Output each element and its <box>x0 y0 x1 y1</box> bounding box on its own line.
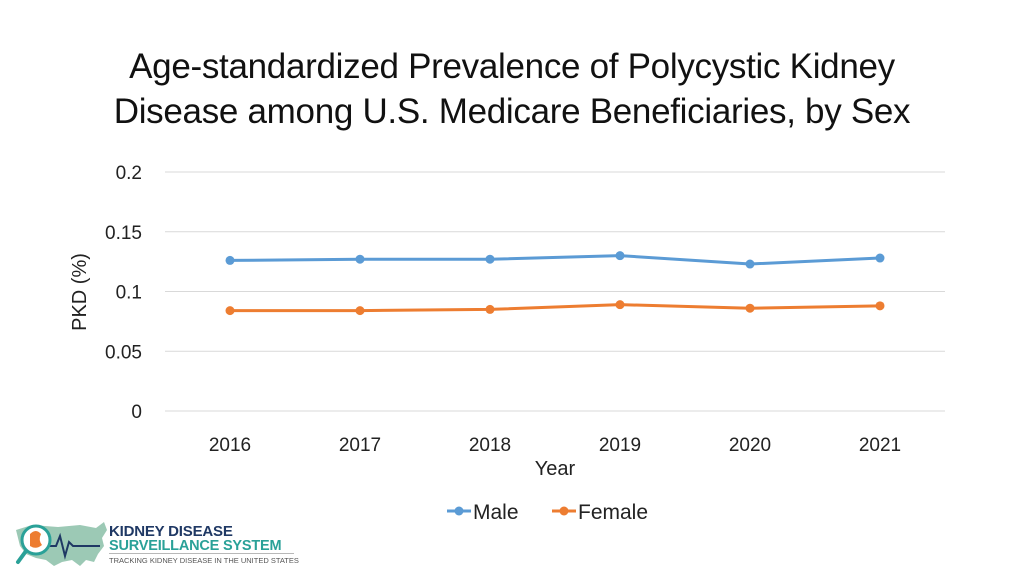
data-point-male <box>875 253 885 263</box>
legend-label-male: Male <box>473 501 519 524</box>
data-point-male <box>485 254 495 264</box>
data-point-male <box>745 259 755 269</box>
heartbeat-line <box>40 532 100 560</box>
data-point-male <box>355 254 365 264</box>
us-map-magnifier-icon <box>16 522 107 566</box>
legend-label-female: Female <box>578 501 648 524</box>
series-line-male <box>229 254 881 266</box>
logo-line-2: SURVEILLANCE SYSTEM <box>109 538 282 554</box>
ckd-logo: KIDNEY DISEASE SURVEILLANCE SYSTEM TRACK… <box>10 516 300 574</box>
y-tick-label: 0.1 <box>116 283 142 304</box>
x-tick-label: 2017 <box>339 435 381 456</box>
data-point-male <box>615 251 625 261</box>
y-axis-title: PKD (%) <box>69 253 91 331</box>
x-tick-label: 2018 <box>469 435 511 456</box>
y-tick-label: 0.15 <box>105 223 142 244</box>
logo-divider <box>109 553 294 554</box>
legend-marker-female <box>559 506 569 516</box>
data-point-female <box>615 300 625 310</box>
logo-line-1: KIDNEY DISEASE <box>109 523 233 540</box>
x-tick-label: 2016 <box>209 435 251 456</box>
series-group <box>225 251 885 316</box>
data-point-female <box>745 303 755 313</box>
data-point-female <box>355 306 365 316</box>
data-point-male <box>225 255 235 265</box>
y-axis-ticks: 0 0.05 0.1 0.15 0.2 <box>105 163 142 423</box>
gridlines <box>165 171 945 412</box>
x-axis-ticks: 2016 2017 2018 2019 2020 2021 <box>209 435 901 456</box>
series-line-female <box>230 303 881 313</box>
y-tick-label: 0 <box>131 402 142 423</box>
slide-title: Age-standardized Prevalence of Polycysti… <box>0 44 1024 134</box>
x-axis-title: Year <box>535 458 576 480</box>
x-tick-label: 2021 <box>859 435 901 456</box>
legend-marker-male <box>454 506 464 516</box>
x-tick-label: 2020 <box>729 435 771 456</box>
data-point-female <box>875 301 885 311</box>
title-line-1: Age-standardized Prevalence of Polycysti… <box>129 47 895 86</box>
data-point-female <box>485 304 495 314</box>
data-point-female <box>225 306 235 316</box>
y-tick-label: 0.2 <box>116 163 142 184</box>
kidney-shape <box>30 531 42 548</box>
y-tick-label: 0.05 <box>105 342 142 363</box>
title-line-2: Disease among U.S. Medicare Beneficiarie… <box>113 92 911 131</box>
x-tick-label: 2019 <box>599 435 641 456</box>
magnifier-handle <box>16 549 28 564</box>
legend: Male Female <box>447 501 648 524</box>
logo-tagline: TRACKING KIDNEY DISEASE IN THE UNITED ST… <box>109 556 299 565</box>
